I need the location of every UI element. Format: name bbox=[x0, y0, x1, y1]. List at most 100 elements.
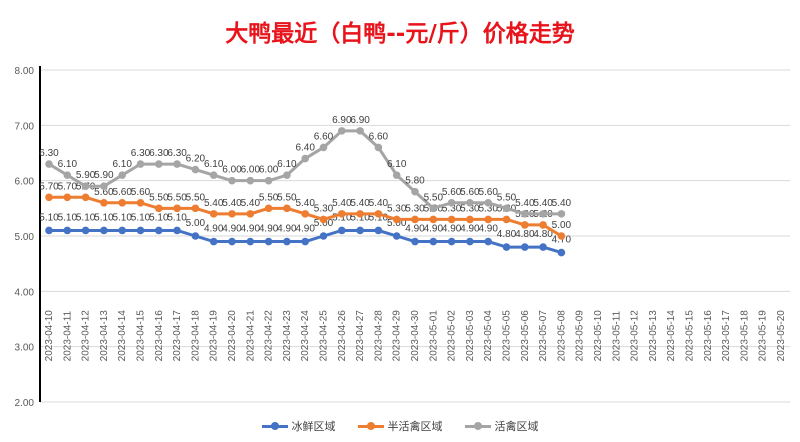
data-label: 4.90 bbox=[241, 224, 261, 235]
x-tick-label: 2023-04-18 bbox=[190, 310, 201, 362]
data-point bbox=[447, 237, 456, 246]
data-point bbox=[539, 210, 547, 218]
data-point bbox=[374, 143, 383, 152]
data-point bbox=[521, 210, 529, 218]
x-tick-label: 2023-04-23 bbox=[282, 310, 293, 362]
data-point bbox=[539, 221, 547, 229]
legend-item: 冰鲜区域 bbox=[261, 418, 336, 434]
data-label: 6.00 bbox=[259, 165, 279, 176]
y-tick-label: 6.00 bbox=[15, 177, 35, 188]
x-tick-label: 2023-05-19 bbox=[758, 310, 769, 362]
x-tick-label: 2023-04-24 bbox=[300, 310, 311, 362]
data-label: 5.00 bbox=[186, 218, 206, 229]
data-point bbox=[118, 171, 126, 179]
data-label: 5.10 bbox=[149, 212, 169, 223]
data-point bbox=[502, 243, 511, 251]
legend-swatch bbox=[261, 422, 288, 430]
data-label: 5.70 bbox=[39, 181, 59, 192]
data-point bbox=[100, 182, 108, 190]
data-label: 6.40 bbox=[295, 143, 315, 154]
data-label: 5.50 bbox=[259, 192, 279, 203]
legend-item: 半活禽区域 bbox=[357, 418, 443, 434]
data-label: 5.90 bbox=[76, 170, 96, 181]
data-point bbox=[173, 204, 181, 213]
data-label: 5.50 bbox=[186, 192, 206, 203]
data-point bbox=[411, 237, 419, 246]
data-label: 5.30 bbox=[442, 203, 462, 214]
data-point bbox=[118, 199, 126, 207]
x-tick-label: 2023-04-12 bbox=[81, 310, 92, 362]
data-label: 4.90 bbox=[295, 224, 315, 235]
x-tick-label: 2023-05-11 bbox=[611, 310, 622, 361]
data-point bbox=[45, 160, 53, 168]
data-label: 5.50 bbox=[149, 192, 169, 203]
data-point bbox=[429, 215, 438, 224]
data-point bbox=[118, 226, 126, 235]
legend-swatch bbox=[464, 422, 491, 430]
data-point bbox=[338, 226, 346, 235]
data-label: 5.40 bbox=[515, 198, 535, 209]
data-point bbox=[136, 199, 145, 207]
data-label: 4.90 bbox=[460, 224, 480, 235]
x-tick-label: 2023-04-14 bbox=[117, 310, 128, 362]
data-point bbox=[283, 204, 291, 213]
data-point bbox=[502, 215, 511, 224]
data-point bbox=[155, 226, 163, 235]
x-tick-label: 2023-04-25 bbox=[319, 310, 330, 362]
data-label: 5.60 bbox=[460, 187, 480, 198]
data-label: 5.60 bbox=[478, 187, 498, 198]
data-point bbox=[228, 176, 236, 185]
data-label: 6.10 bbox=[112, 159, 132, 170]
data-label: 5.30 bbox=[314, 203, 334, 214]
data-point bbox=[136, 226, 145, 235]
data-label: 5.40 bbox=[204, 198, 224, 209]
x-tick-label: 2023-05-05 bbox=[502, 310, 513, 362]
y-tick-label: 5.00 bbox=[15, 232, 35, 243]
data-label: 5.40 bbox=[533, 198, 553, 209]
x-tick-label: 2023-04-26 bbox=[337, 310, 348, 362]
x-tick-label: 2023-05-08 bbox=[556, 310, 567, 362]
data-label: 6.10 bbox=[277, 159, 297, 170]
x-tick-label: 2023-04-21 bbox=[245, 310, 256, 362]
data-label: 4.90 bbox=[478, 224, 498, 235]
data-point bbox=[356, 226, 364, 235]
data-point bbox=[301, 237, 310, 246]
data-label: 5.00 bbox=[552, 220, 572, 231]
x-tick-label: 2023-04-29 bbox=[392, 310, 403, 362]
data-point bbox=[191, 204, 200, 213]
data-point bbox=[356, 127, 364, 135]
x-tick-label: 2023-04-30 bbox=[410, 310, 421, 362]
data-label: 4.90 bbox=[222, 224, 242, 235]
data-point bbox=[484, 199, 493, 207]
x-tick-label: 2023-05-15 bbox=[685, 310, 696, 362]
legend-label: 半活禽区域 bbox=[387, 420, 443, 433]
data-point bbox=[466, 237, 474, 246]
data-point bbox=[246, 176, 255, 185]
data-label: 5.50 bbox=[277, 192, 297, 203]
data-label: 5.50 bbox=[167, 192, 187, 203]
data-label: 5.60 bbox=[442, 187, 462, 198]
data-point bbox=[63, 226, 72, 235]
data-label: 5.00 bbox=[314, 218, 334, 229]
data-point bbox=[100, 226, 108, 235]
data-point bbox=[466, 215, 474, 224]
data-label: 5.90 bbox=[94, 170, 114, 181]
x-tick-label: 2023-05-02 bbox=[447, 310, 458, 362]
data-point bbox=[136, 160, 145, 168]
data-label: 5.40 bbox=[552, 198, 572, 209]
data-point bbox=[392, 232, 401, 240]
data-label: 6.60 bbox=[369, 131, 389, 142]
x-tick-label: 2023-05-16 bbox=[703, 310, 714, 362]
data-point bbox=[338, 210, 346, 218]
y-tick-label: 8.00 bbox=[15, 66, 35, 77]
y-tick-label: 4.00 bbox=[15, 287, 35, 298]
data-label: 6.90 bbox=[332, 115, 352, 126]
y-tick-label: 2.00 bbox=[15, 398, 35, 409]
data-point bbox=[392, 215, 401, 224]
data-point bbox=[81, 193, 90, 202]
data-label: 5.10 bbox=[76, 212, 96, 223]
data-label: 4.80 bbox=[515, 229, 535, 240]
data-label: 6.00 bbox=[241, 165, 261, 176]
data-point bbox=[63, 171, 72, 179]
data-label: 5.10 bbox=[58, 212, 78, 223]
